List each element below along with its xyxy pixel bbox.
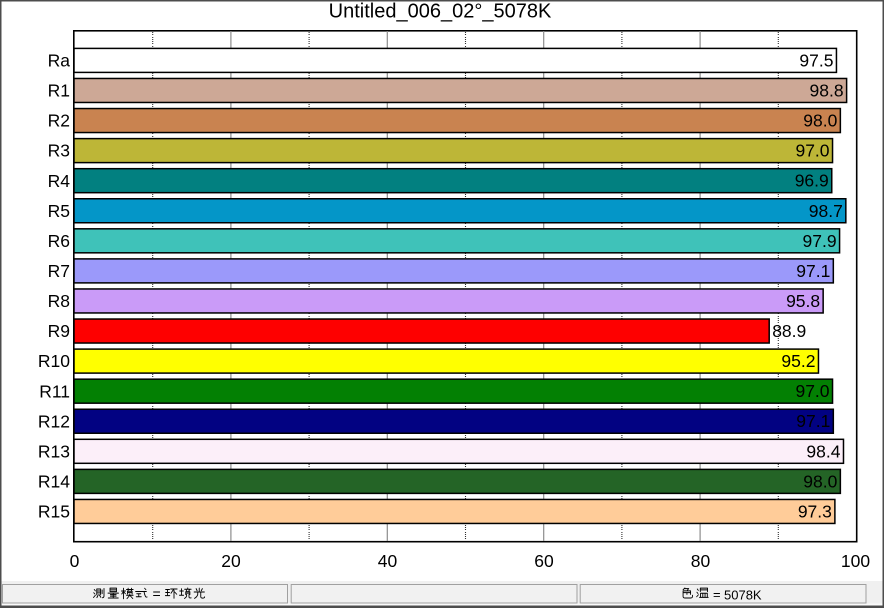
- svg-text:R15: R15: [38, 502, 70, 522]
- svg-text:20: 20: [221, 551, 241, 571]
- svg-text:40: 40: [378, 551, 398, 571]
- svg-text:97.5: 97.5: [799, 50, 833, 70]
- svg-text:88.9: 88.9: [772, 321, 806, 341]
- svg-text:98.4: 98.4: [806, 441, 840, 461]
- svg-text:98.0: 98.0: [803, 111, 837, 131]
- svg-text:R5: R5: [48, 201, 70, 221]
- svg-text:R11: R11: [39, 381, 70, 401]
- svg-text:80: 80: [691, 551, 711, 571]
- svg-text:100: 100: [841, 551, 870, 571]
- svg-text:R12: R12: [38, 411, 70, 431]
- svg-text:R9: R9: [48, 321, 70, 341]
- svg-text:97.1: 97.1: [796, 411, 830, 431]
- svg-text:R3: R3: [48, 141, 70, 161]
- svg-text:Untitled_006_02°_5078K: Untitled_006_02°_5078K: [329, 1, 552, 23]
- svg-text:97.3: 97.3: [798, 501, 832, 521]
- svg-text:R7: R7: [48, 261, 70, 281]
- svg-text:R14: R14: [38, 471, 70, 491]
- svg-text:97.0: 97.0: [795, 381, 829, 401]
- svg-text:R2: R2: [48, 111, 70, 131]
- svg-text:60: 60: [534, 551, 554, 571]
- svg-text:R1: R1: [48, 81, 70, 101]
- svg-text:R10: R10: [38, 351, 70, 371]
- svg-text:0: 0: [70, 551, 80, 571]
- svg-text:R4: R4: [48, 171, 71, 191]
- svg-text:95.2: 95.2: [781, 351, 815, 371]
- svg-text:97.1: 97.1: [796, 261, 830, 281]
- svg-text:96.9: 96.9: [795, 171, 829, 191]
- svg-text:98.7: 98.7: [809, 201, 843, 221]
- svg-text:R6: R6: [48, 231, 70, 251]
- svg-text:5078K: 5078K: [724, 587, 762, 602]
- svg-text:=: =: [153, 586, 161, 602]
- svg-text:=: =: [713, 587, 721, 602]
- svg-text:98.8: 98.8: [810, 80, 844, 100]
- svg-text:R8: R8: [48, 291, 70, 311]
- svg-text:95.8: 95.8: [786, 291, 820, 311]
- svg-text:Ra: Ra: [48, 51, 71, 71]
- svg-text:97.9: 97.9: [803, 231, 837, 251]
- svg-text:98.0: 98.0: [803, 471, 837, 491]
- svg-text:97.0: 97.0: [795, 141, 829, 161]
- svg-text:R13: R13: [38, 441, 70, 461]
